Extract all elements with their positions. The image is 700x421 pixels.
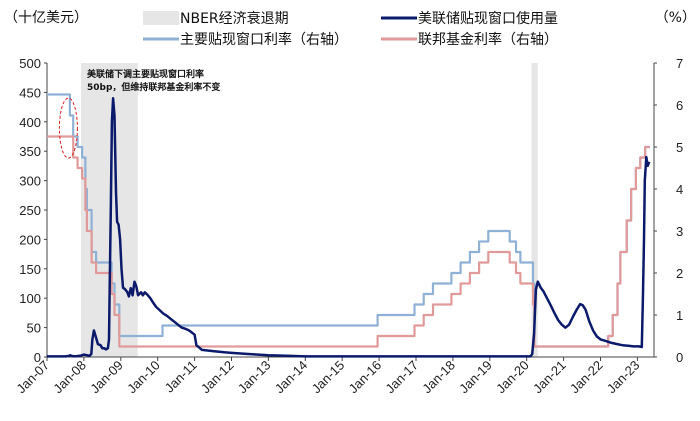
right-tick-label: 3: [676, 224, 683, 239]
x-tick-label: Jan-16: [346, 358, 385, 397]
recession-band-2: [531, 63, 538, 357]
x-tick-label: Jan-22: [567, 358, 606, 397]
left-unit-label: （十亿美元）: [4, 10, 88, 26]
x-tick-label: Jan-07: [13, 358, 52, 397]
annotation-ellipse: [58, 97, 78, 159]
right-tick-label: 4: [676, 182, 683, 197]
x-tick-label: Jan-19: [456, 358, 495, 397]
x-tick-label: Jan-15: [309, 358, 348, 397]
legend-swatch-recession: [143, 11, 179, 25]
legend-label-usage: 美联储贴现窗口使用量: [418, 10, 558, 27]
right-tick-label: 0: [676, 350, 683, 365]
annotation-line-2: 50bp，但维持联邦基金利率不变: [87, 81, 220, 93]
series-line-fed-funds-rate: [47, 135, 650, 348]
left-tick-label: 200: [19, 232, 41, 247]
right-tick-label: 6: [676, 98, 683, 113]
left-tick-label: 350: [19, 144, 41, 159]
series-line-discount-window-usage: [47, 97, 651, 358]
series: [47, 93, 651, 358]
right-unit-label: （%）: [655, 10, 696, 26]
right-tick-label: 7: [676, 56, 683, 71]
left-tick-label: 150: [19, 262, 41, 277]
right-tick-label: 2: [676, 266, 683, 281]
right-tick-label: 1: [676, 308, 683, 323]
x-tick-label: Jan-17: [382, 358, 421, 397]
x-tick-label: Jan-13: [235, 358, 274, 397]
x-tick-label: Jan-08: [50, 358, 89, 397]
right-tick-label: 5: [676, 140, 683, 155]
x-tick-label: Jan-09: [87, 358, 126, 397]
left-tick-label: 0: [34, 350, 41, 365]
x-tick-label: Jan-20: [493, 358, 532, 397]
left-tick-label: 500: [19, 56, 41, 71]
recession-bands: [80, 63, 538, 357]
annotation-line-1: 美联储下调主要贴现窗口利率: [87, 68, 204, 80]
legend: NBER经济衰退期 美联储贴现窗口使用量 主要贴现窗口利率（右轴） 联邦基金利率…: [143, 10, 558, 48]
legend-label-primary: 主要贴现窗口利率（右轴）: [180, 31, 348, 48]
legend-label-recession: NBER经济衰退期: [180, 10, 289, 27]
left-tick-label: 450: [19, 85, 41, 100]
left-tick-label: 50: [27, 321, 41, 336]
x-tick-label: Jan-11: [162, 358, 200, 396]
legend-label-ffr: 联邦基金利率（右轴）: [418, 31, 558, 48]
x-tick-label: Jan-18: [419, 358, 458, 397]
left-tick-label: 400: [19, 115, 41, 130]
left-tick-label: 300: [19, 174, 41, 189]
left-tick-label: 250: [19, 203, 41, 218]
x-tick-label: Jan-14: [272, 358, 311, 397]
x-tick-label: Jan-10: [124, 358, 163, 397]
x-tick-label: Jan-23: [604, 358, 643, 397]
left-tick-label: 100: [19, 291, 41, 306]
x-tick-label: Jan-21: [530, 358, 569, 397]
annotation: 美联储下调主要贴现窗口利率 50bp，但维持联邦基金利率不变: [58, 68, 220, 159]
x-tick-label: Jan-12: [198, 358, 237, 397]
